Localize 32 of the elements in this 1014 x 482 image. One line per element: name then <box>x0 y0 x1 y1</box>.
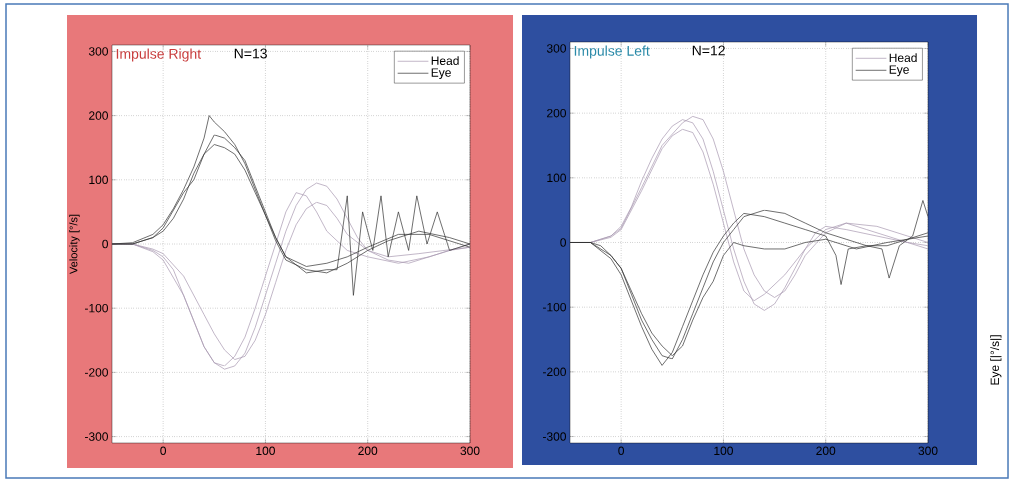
y-tick-label: 200 <box>547 108 567 118</box>
y-tick-label: 300 <box>546 44 567 53</box>
x-tick-label: 300 <box>460 446 480 456</box>
y-tick-label: 300 <box>88 47 108 56</box>
legend-label: Head <box>431 56 459 65</box>
x-tick-label: 0 <box>160 446 167 456</box>
y-tick-label: 100 <box>89 175 108 185</box>
y-tick-label: -300 <box>542 432 567 441</box>
y-tick-label: 100 <box>547 173 567 183</box>
chart-title: Impulse Right <box>116 48 202 62</box>
y-tick-label: -100 <box>542 302 567 312</box>
legend-label: Eye <box>431 68 451 80</box>
chart-subtitle: N=13 <box>234 48 267 59</box>
y-tick-label: -300 <box>84 432 108 441</box>
y-tick-label: 200 <box>89 111 108 120</box>
legend-label: Head <box>889 53 917 63</box>
y-tick-label: 0 <box>102 239 109 249</box>
y-tick-label: -200 <box>84 368 108 377</box>
y-tick-label: -200 <box>542 367 567 377</box>
x-tick-label: 200 <box>358 446 378 456</box>
chart-subtitle: N=12 <box>692 45 725 56</box>
y-tick-label: -100 <box>84 303 108 313</box>
x-tick-label: 0 <box>618 446 625 456</box>
x-tick-label: 200 <box>816 446 836 456</box>
y-axis-title: Velocity [°/s] <box>69 214 80 274</box>
chart-title: Impulse Left <box>574 45 650 59</box>
x-tick-label: 100 <box>714 446 733 456</box>
y-tick-label: 0 <box>560 238 567 247</box>
legend-label: Eye <box>889 65 909 77</box>
text: Eye [|°/s|] <box>990 335 1002 385</box>
x-tick-label: 300 <box>918 446 938 456</box>
x-tick-label: 100 <box>256 446 275 456</box>
